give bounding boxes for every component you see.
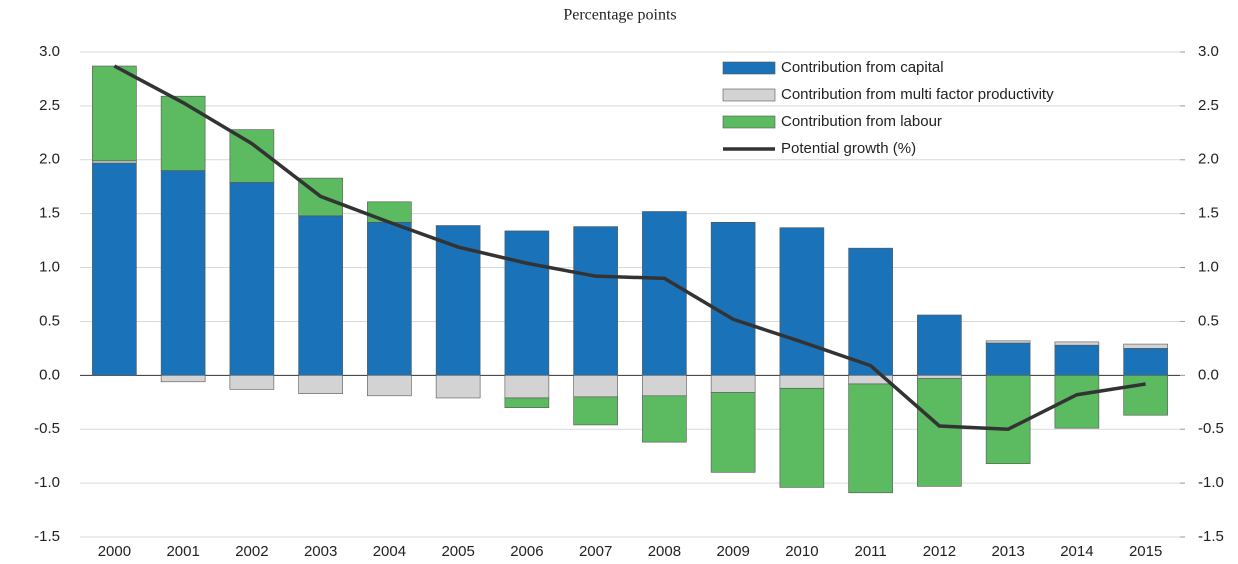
x-tick-label: 2012 <box>923 543 956 560</box>
legend-label: Contribution from multi factor productiv… <box>781 86 1054 103</box>
bar <box>1054 344 1100 376</box>
x-tick-label: 2001 <box>166 543 199 560</box>
x-tick-label: 2013 <box>991 543 1024 560</box>
chart-title: Percentage points <box>563 7 676 24</box>
bar <box>1123 348 1168 376</box>
bar <box>504 397 550 408</box>
x-tick-label: 2000 <box>98 543 131 560</box>
legend-label: Contribution from capital <box>781 59 944 76</box>
y2-tick-label: -1.0 <box>1198 474 1224 491</box>
bar <box>298 215 343 376</box>
bar <box>367 375 412 397</box>
bar <box>1123 375 1168 416</box>
bar <box>642 211 687 376</box>
bar <box>848 247 893 376</box>
y-tick-label: -1.5 <box>34 528 60 545</box>
x-tick-label: 2014 <box>1060 543 1093 560</box>
y2-tick-label: -0.5 <box>1198 420 1224 437</box>
x-tick-label: 2011 <box>854 543 886 560</box>
x-tick-label: 2002 <box>235 543 268 560</box>
bar <box>985 375 1031 465</box>
legend-label: Contribution from labour <box>781 113 942 130</box>
bar <box>573 375 618 398</box>
bar <box>985 342 1031 376</box>
y2-tick-label: 2.5 <box>1198 97 1219 114</box>
x-tick-label: 2005 <box>441 543 474 560</box>
bar <box>1123 343 1168 349</box>
bar <box>710 221 756 376</box>
y-tick-label: 0.0 <box>39 366 60 383</box>
bar <box>92 160 137 164</box>
bar <box>435 375 481 399</box>
x-tick-label: 2015 <box>1129 543 1162 560</box>
y-tick-label: -0.5 <box>34 420 60 437</box>
bar <box>710 375 756 393</box>
y-tick-label: 1.0 <box>39 259 60 276</box>
x-tick-label: 2004 <box>373 543 406 560</box>
bar <box>985 340 1031 344</box>
line <box>113 64 1146 431</box>
legend-label: Potential growth (%) <box>781 140 916 157</box>
y-tick-label: 0.5 <box>39 312 60 329</box>
bar <box>298 375 343 394</box>
legend-swatch <box>722 88 776 102</box>
y-tick-label: -1.0 <box>34 474 60 491</box>
bar <box>504 375 550 399</box>
bar <box>504 230 550 376</box>
y-tick-label: 1.5 <box>39 205 60 222</box>
bar <box>160 170 206 376</box>
x-tick-label: 2007 <box>579 543 612 560</box>
bar <box>573 396 618 426</box>
x-tick-label: 2010 <box>785 543 818 560</box>
y2-tick-label: 1.5 <box>1198 205 1219 222</box>
x-tick-label: 2006 <box>510 543 543 560</box>
y2-tick-label: 1.0 <box>1198 259 1219 276</box>
bar <box>229 182 275 376</box>
bar <box>642 395 687 443</box>
y-tick-label: 2.0 <box>39 151 60 168</box>
bar <box>917 378 962 487</box>
bar <box>779 375 825 389</box>
bar <box>92 162 137 376</box>
bar <box>779 227 825 376</box>
bar <box>642 375 687 397</box>
x-tick-label: 2009 <box>716 543 749 560</box>
bar <box>848 383 893 494</box>
bar <box>367 201 412 223</box>
bar <box>160 95 206 171</box>
bar <box>160 375 206 383</box>
x-tick-label: 2008 <box>648 543 681 560</box>
bar <box>917 375 962 379</box>
bar <box>710 392 756 473</box>
bar <box>229 375 275 390</box>
legend-swatch <box>722 61 776 75</box>
y2-tick-label: 0.5 <box>1198 312 1219 329</box>
bar <box>917 314 962 376</box>
y2-tick-label: 3.0 <box>1198 43 1219 60</box>
y2-tick-label: 2.0 <box>1198 151 1219 168</box>
y-tick-label: 2.5 <box>39 97 60 114</box>
y-tick-label: 3.0 <box>39 43 60 60</box>
y2-tick-label: -1.5 <box>1198 528 1224 545</box>
bar <box>92 65 137 162</box>
bar <box>573 226 618 376</box>
bar <box>1054 375 1100 429</box>
bar <box>779 387 825 488</box>
bar <box>1054 341 1100 346</box>
y2-tick-label: 0.0 <box>1198 366 1219 383</box>
bar <box>367 221 412 376</box>
legend-swatch <box>722 115 776 129</box>
x-tick-label: 2003 <box>304 543 337 560</box>
